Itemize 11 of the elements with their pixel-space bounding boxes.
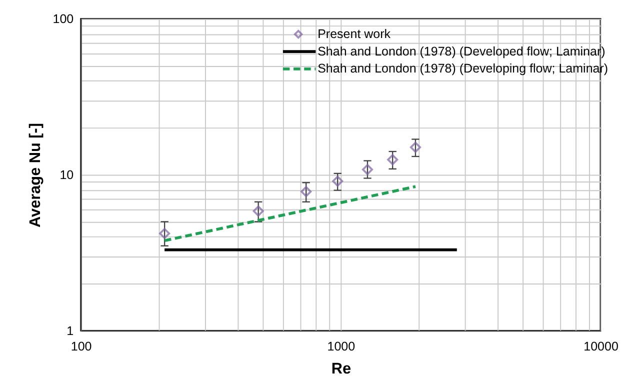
y-tick-label: 100 [52, 12, 74, 26]
legend-label: Present work [318, 27, 392, 42]
x-tick-label: 10000 [584, 339, 618, 354]
x-axis-title: Re [331, 360, 352, 378]
legend-label: Shah and London (1978) (Developing flow; Laminar) [318, 62, 608, 76]
y-tick-label: 10 [60, 168, 74, 182]
legend-label: Shah and London (1978) (Developed flow; Laminar) [318, 44, 606, 58]
y-tick-label: 1 [66, 324, 74, 338]
x-tick-label: 100 [70, 339, 92, 354]
x-tick-label: 1000 [327, 339, 356, 354]
y-axis-title: Average Nu [-] [27, 122, 44, 228]
